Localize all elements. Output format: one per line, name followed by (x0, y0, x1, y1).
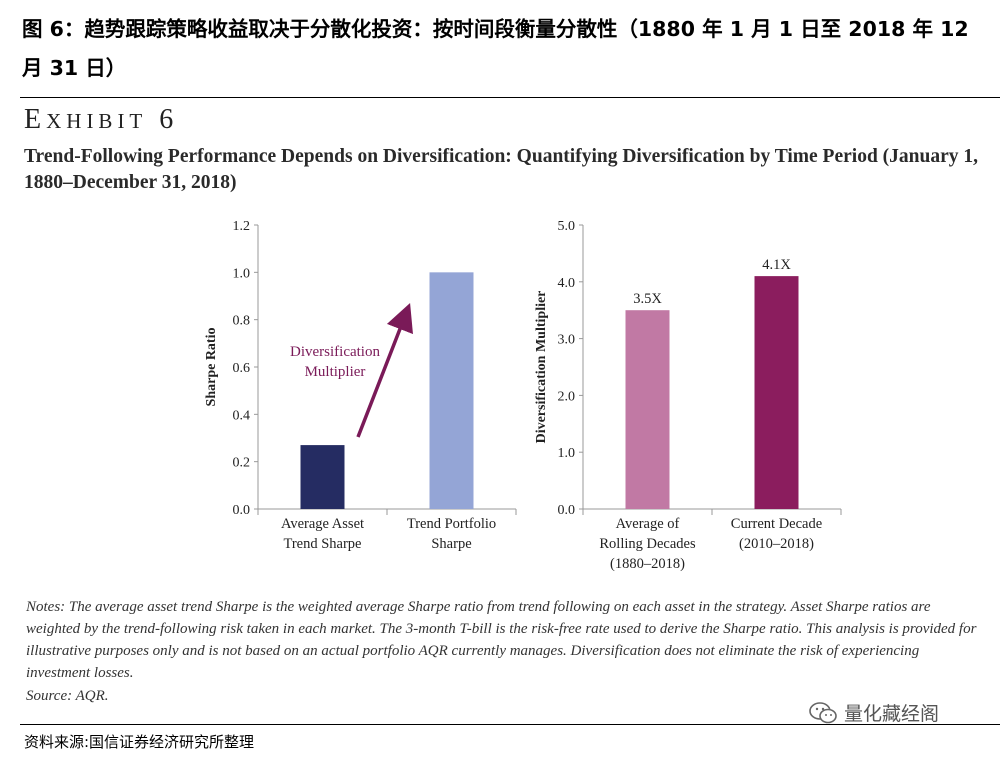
data-source-note: 资料来源:国信证券经济研究所整理 (24, 733, 255, 751)
bar (754, 276, 799, 509)
y-tick-label: 1.0 (558, 446, 576, 461)
y-axis-title: Diversification Multiplier (534, 291, 549, 444)
diversification-arrow (356, 302, 413, 438)
exhibit-label: EXHIBIT 6 (24, 104, 179, 135)
x-tick-label: Trend Portfolio (407, 516, 496, 532)
y-tick-label: 1.2 (233, 219, 251, 234)
bar (300, 445, 345, 509)
chart-notes: Notes: The average asset trend Sharpe is… (26, 599, 977, 681)
x-tick-label: Average of (616, 516, 680, 532)
y-tick-label: 0.6 (233, 361, 251, 376)
y-tick-label: 2.0 (558, 389, 576, 404)
x-tick-label: (2010–2018) (739, 536, 814, 552)
bar (429, 272, 474, 509)
diversification-multiplier-chart: 0.0 1.0 2.0 3.0 4.0 5.0 Diversification Multip… (534, 219, 842, 572)
watermark-text: 量化藏经阁 (844, 703, 940, 725)
y-tick-label: 1.0 (233, 266, 251, 281)
y-tick-label: 3.0 (558, 333, 576, 348)
exhibit-subtitle: Trend-Following Performance Depends on D… (24, 146, 979, 193)
x-tick-label: Rolling Decades (599, 536, 696, 552)
y-axis-title: Sharpe Ratio (204, 328, 219, 407)
wechat-icon (809, 701, 837, 723)
y-tick-label: 4.0 (558, 276, 576, 291)
watermark: 量化藏经阁 (808, 699, 939, 726)
y-tick-label: 5.0 (558, 219, 576, 234)
chart-source: Source: AQR. (26, 688, 109, 704)
y-tick-label: 0.2 (233, 456, 251, 471)
sharpe-ratio-chart: 0.0 0.2 0.4 0.6 0.8 1.0 1.2 Sharpe Ratio Average… (204, 219, 517, 552)
figure-title: 图 6：趋势跟踪策略收益取决于分散化投资：按时间段衡量分散性（1880 年 1 … (22, 17, 969, 80)
x-tick-label: Average Asset (281, 516, 364, 532)
data-label: 3.5X (633, 291, 662, 307)
x-tick-label: Current Decade (731, 516, 822, 532)
bar (625, 310, 670, 509)
y-tick-label: 0.0 (233, 503, 251, 518)
top-rule (20, 97, 1000, 98)
y-tick-label: 0.0 (558, 503, 576, 518)
data-label: 4.1X (762, 257, 791, 273)
y-tick-label: 0.4 (233, 408, 251, 423)
x-tick-label: (1880–2018) (610, 556, 685, 572)
y-tick-label: 0.8 (233, 314, 251, 329)
annotation-text: Multiplier (305, 364, 366, 380)
bottom-rule (20, 724, 1000, 725)
annotation-text: Diversification (290, 344, 380, 360)
x-tick-label: Trend Sharpe (283, 536, 361, 552)
x-tick-label: Sharpe (431, 536, 471, 552)
